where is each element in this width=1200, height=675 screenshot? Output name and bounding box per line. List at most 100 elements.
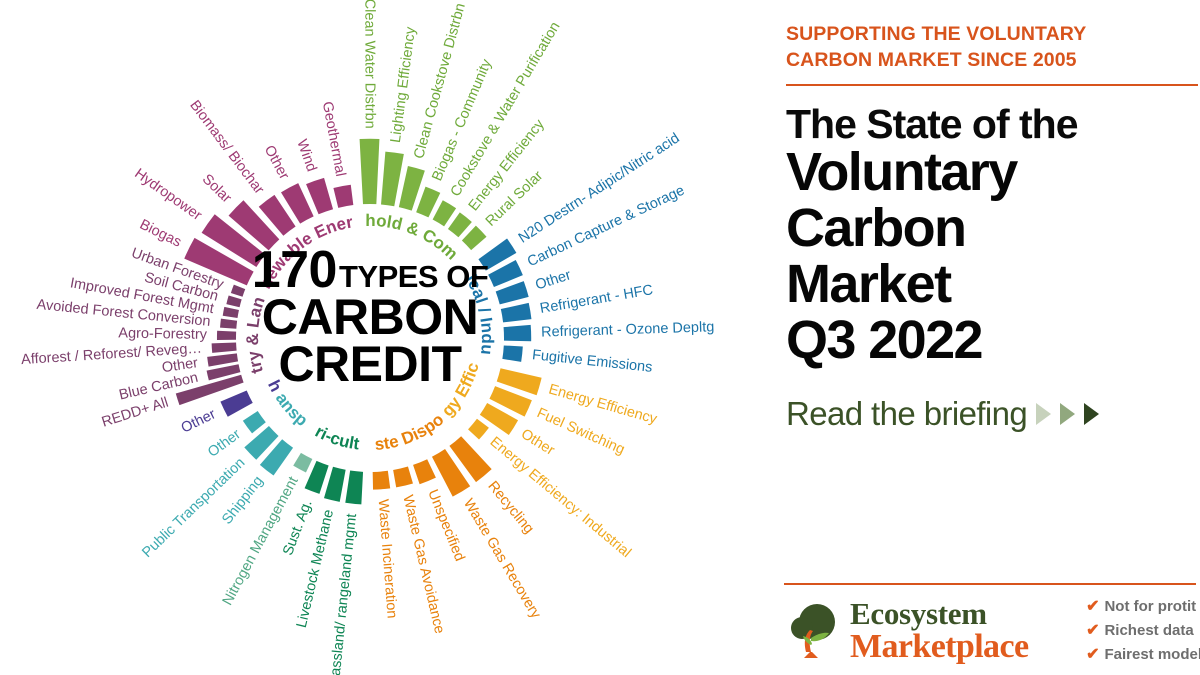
- right-content-panel: SUPPORTING THE VOLUNTARY CARBON MARKET S…: [760, 0, 1200, 675]
- chart-bar: [489, 386, 532, 417]
- chart-bar: [228, 200, 280, 251]
- logo-line-ecosystem: Ecosystem: [850, 595, 987, 631]
- chart-bar: [468, 418, 489, 440]
- chart-bar-label: Lighting Efficiency: [388, 25, 419, 143]
- chart-bar: [461, 225, 487, 251]
- title-line-3: Carbon: [786, 198, 967, 259]
- chart-bar: [495, 281, 529, 305]
- logo-line-marketplace: Marketplace: [850, 627, 1029, 665]
- chart-bar-label: Biogas: [137, 217, 184, 251]
- chart-bar-label: Unspecified: [424, 487, 467, 563]
- chart-bars-layer: [175, 138, 542, 505]
- logo-wordmark: Ecosystem Marketplace: [850, 595, 1029, 665]
- chart-bar: [306, 177, 334, 215]
- chart-bar: [222, 306, 239, 318]
- eyebrow-tagline: SUPPORTING THE VOLUNTARY CARBON MARKET S…: [786, 23, 1086, 71]
- radial-bar-chart: Renewable EnergyHousehold & CommunityChe…: [0, 0, 715, 675]
- chart-bar: [488, 260, 523, 288]
- value-prop-label: Richest data: [1104, 621, 1194, 639]
- arrow-right-icon-1: [1036, 402, 1052, 425]
- chart-bar: [323, 466, 346, 502]
- chart-bar: [216, 330, 237, 340]
- chart-bar-label: Other: [205, 426, 244, 460]
- chart-bar-label: Wind: [293, 137, 319, 173]
- center-number: 170: [252, 241, 337, 299]
- center-line-credit: CREDIT: [278, 336, 461, 392]
- value-prop-item: ✔ Richest data: [1086, 619, 1200, 643]
- chart-bar-label: Waste Incineration: [375, 499, 400, 619]
- chart-bar-label: Solar: [199, 171, 235, 206]
- chart-bar: [293, 452, 313, 473]
- tree-logo-icon: [791, 604, 835, 658]
- arrow-right-icon-2: [1060, 402, 1076, 425]
- cta-label: Read the briefing: [786, 394, 1028, 432]
- value-prop-label: Not for protit: [1104, 598, 1197, 616]
- arrow-right-icon-3: [1084, 402, 1100, 425]
- chart-bar: [220, 390, 253, 417]
- check-icon: ✔: [1086, 645, 1100, 663]
- chart-bar: [220, 318, 238, 329]
- chart-bar: [359, 138, 380, 205]
- chart-bar: [333, 184, 354, 208]
- chart-bar: [393, 466, 413, 488]
- chart-bar: [449, 436, 492, 483]
- chart-bar: [500, 302, 532, 323]
- chart-bar: [259, 439, 294, 476]
- title-block: The State of the Voluntary Carbon Market…: [786, 104, 1176, 369]
- footer: Ecosystem Marketplace ✔ Not for protit ✔…: [784, 595, 1200, 667]
- title-line-5: Q3 2022: [786, 310, 984, 371]
- chart-bar: [413, 459, 436, 485]
- read-the-briefing-link[interactable]: Read the briefing: [786, 395, 1176, 433]
- chart-bar: [242, 411, 266, 434]
- check-icon: ✔: [1086, 598, 1100, 616]
- value-prop-label: Fairest model: [1104, 645, 1200, 663]
- chart-bar: [175, 374, 244, 406]
- chart-center-text: 170TYPES OF CARBON CREDIT: [252, 241, 489, 392]
- chart-bar: [502, 345, 523, 362]
- center-number-row: 170TYPES OF: [252, 241, 489, 299]
- chart-bar: [479, 403, 519, 436]
- chart-bar: [211, 342, 237, 353]
- chart-bar-label: Other: [534, 267, 574, 293]
- center-types-of: TYPES OF: [339, 259, 488, 294]
- chart-bar: [244, 425, 279, 460]
- title-line-1: The State of the: [786, 101, 1079, 148]
- chart-bar-label: Other: [518, 426, 557, 459]
- chart-bar: [496, 368, 542, 396]
- ecosystem-marketplace-logo[interactable]: Ecosystem Marketplace: [784, 595, 1029, 665]
- chart-bar: [503, 324, 532, 342]
- chart-bar: [201, 214, 266, 267]
- chart-bar: [206, 364, 241, 381]
- chart-bar-label: Other: [161, 355, 199, 376]
- chart-bar: [226, 295, 242, 308]
- title-line-2: Voluntary: [786, 142, 1018, 203]
- chart-bar-label: Other: [261, 143, 292, 183]
- chart-bar-label: Hydropower: [131, 166, 204, 224]
- chart-bar: [207, 353, 239, 367]
- chart-bar: [431, 449, 471, 497]
- chart-bar-label: Biomass/ Biochar: [186, 98, 267, 198]
- title-line-4: Market: [786, 254, 952, 315]
- chart-bar: [304, 460, 329, 494]
- eyebrow-divider: [786, 84, 1198, 87]
- chart-bar: [432, 200, 457, 227]
- chart-bar-label: Other: [179, 406, 219, 436]
- chart-bar-label: Fugitive Emissions: [531, 347, 653, 376]
- chart-bar: [345, 470, 364, 505]
- chart-bar: [281, 183, 314, 224]
- chart-bar-label: Grassland/ rangeland mgmt: [326, 513, 360, 675]
- chart-bar: [478, 238, 517, 271]
- footer-divider: [784, 583, 1196, 585]
- value-prop-item: ✔ Fairest model: [1086, 643, 1200, 667]
- chart-bar-label: Waste Gas Recovery: [460, 496, 544, 622]
- chart-bar: [372, 470, 391, 490]
- chart-bar: [184, 237, 254, 286]
- chart-bar-label: Agro-Forestry: [118, 325, 208, 343]
- chart-bar: [381, 151, 404, 207]
- chart-bar: [447, 212, 472, 238]
- check-icon: ✔: [1086, 622, 1100, 640]
- value-props-list: ✔ Not for protit ✔ Richest data ✔ Faires…: [1086, 595, 1200, 666]
- chart-bar: [230, 284, 246, 297]
- value-prop-item: ✔ Not for protit: [1086, 595, 1200, 619]
